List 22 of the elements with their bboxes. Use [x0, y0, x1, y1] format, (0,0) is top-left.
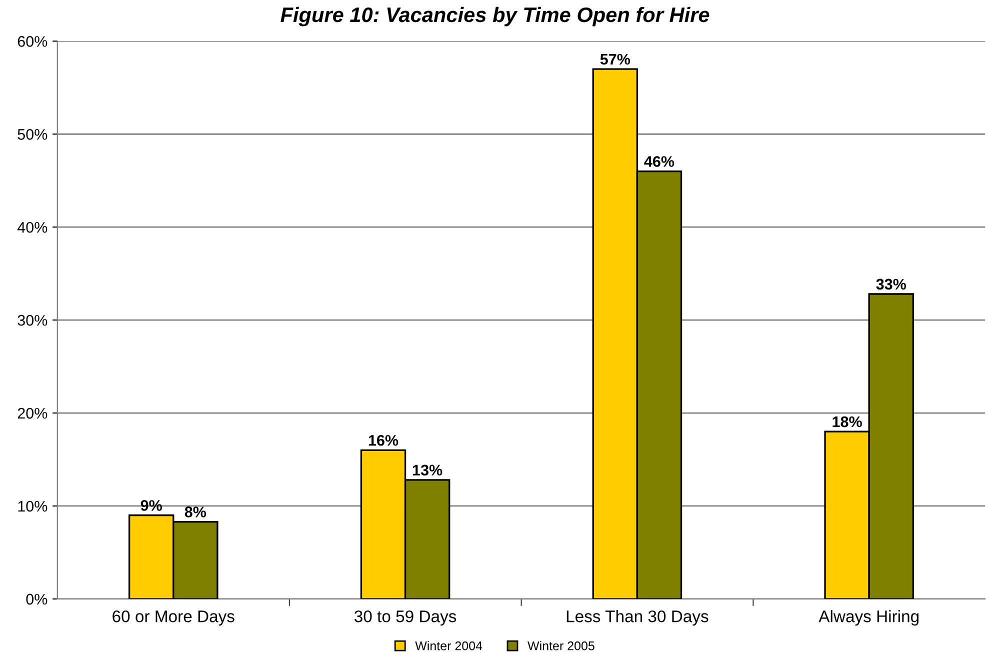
y-tick-label: 10%: [18, 500, 48, 512]
y-tick-label: 30%: [18, 314, 48, 326]
x-tick-label: 30 to 59 Days: [354, 610, 456, 626]
x-tick-label: 60 or More Days: [112, 610, 234, 626]
data-label: 33%: [876, 278, 906, 290]
data-label: 46%: [644, 156, 674, 167]
data-label: 9%: [140, 500, 162, 511]
data-label: 16%: [368, 434, 398, 446]
data-label: 13%: [412, 464, 442, 476]
x-tick-label: Less Than 30 Days: [566, 610, 708, 626]
x-tick-label: Always Hiring: [818, 610, 918, 626]
chart-title: Figure 10: Vacancies by Time Open for Hire: [280, 6, 710, 26]
data-label: 8%: [184, 506, 206, 518]
y-tick-label: 20%: [18, 408, 48, 419]
data-label: 18%: [832, 416, 862, 428]
data-label: 57%: [600, 54, 630, 65]
y-tick-label: 60%: [18, 36, 48, 47]
legend-label: Winter 2005: [528, 641, 594, 650]
y-tick-label: 50%: [18, 128, 48, 140]
y-tick-label: 40%: [17, 222, 48, 233]
y-tick-label: 0%: [26, 594, 48, 605]
legend-label: Winter 2004: [415, 641, 482, 650]
